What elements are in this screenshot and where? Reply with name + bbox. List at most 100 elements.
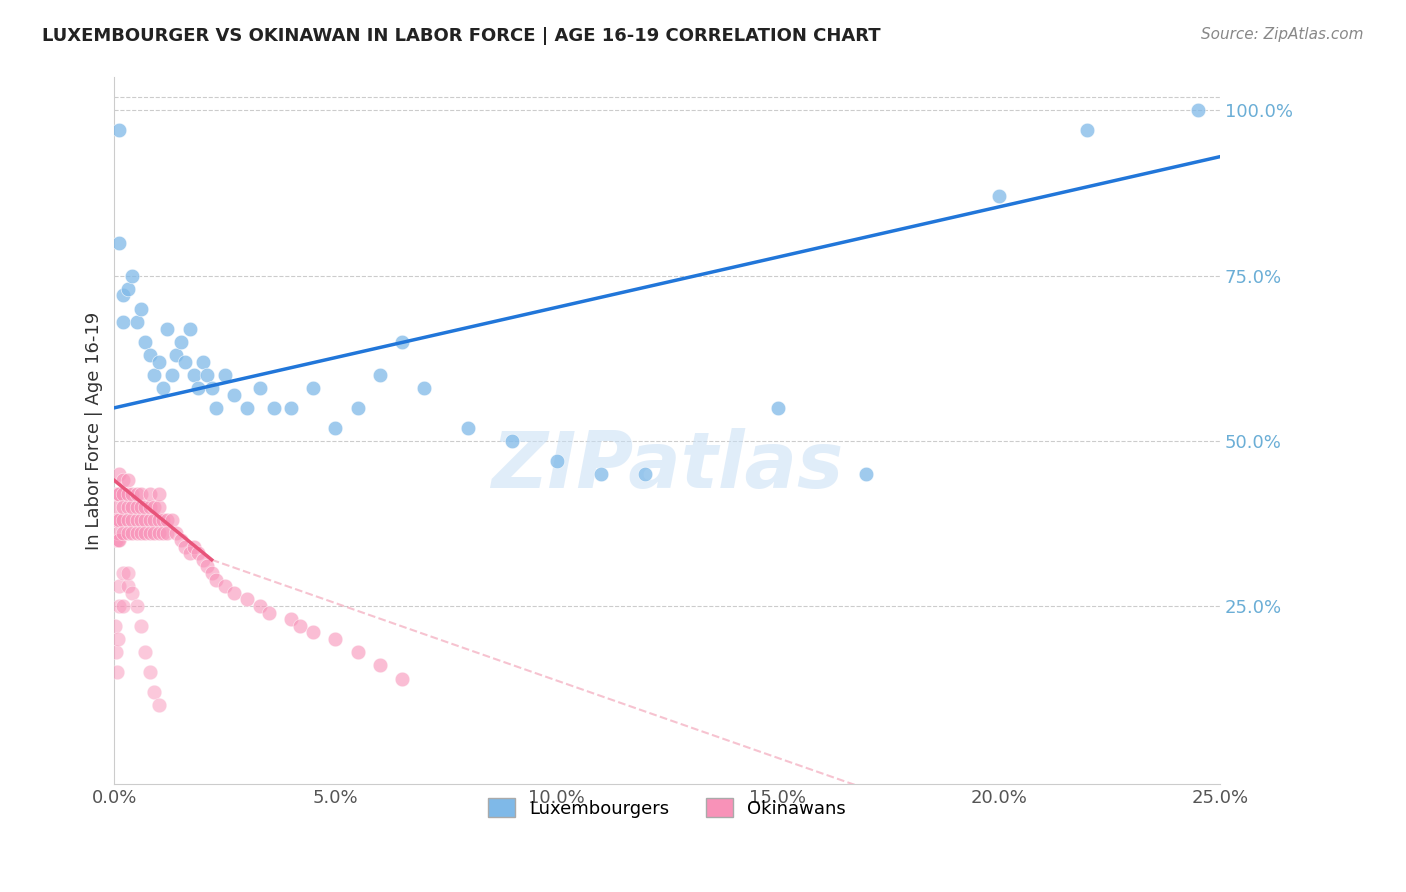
Point	[108, 235, 131, 250]
Point	[148, 513, 170, 527]
Point	[165, 348, 187, 362]
Point	[183, 540, 205, 554]
Legend: Luxembourgers, Okinawans: Luxembourgers, Okinawans	[481, 791, 853, 825]
Point	[117, 513, 139, 527]
Point	[134, 500, 156, 514]
Point	[121, 268, 143, 283]
Point	[112, 315, 135, 329]
Point	[139, 500, 162, 514]
Point	[139, 348, 162, 362]
Point	[108, 467, 131, 481]
Point	[143, 526, 166, 541]
Point	[368, 368, 391, 382]
Point	[143, 685, 166, 699]
Point	[112, 500, 135, 514]
Point	[117, 282, 139, 296]
Point	[160, 513, 183, 527]
Point	[139, 513, 162, 527]
Point	[139, 526, 162, 541]
Point	[105, 665, 128, 679]
Point	[346, 645, 368, 659]
Point	[129, 513, 152, 527]
Point	[457, 420, 479, 434]
Point	[263, 401, 285, 415]
Point	[104, 645, 127, 659]
Point	[112, 526, 135, 541]
Point	[249, 599, 271, 613]
Point	[121, 486, 143, 500]
Point	[236, 401, 259, 415]
Point	[112, 474, 135, 488]
Point	[117, 579, 139, 593]
Point	[152, 513, 174, 527]
Point	[117, 526, 139, 541]
Point	[205, 401, 228, 415]
Point	[187, 381, 209, 395]
Point	[129, 526, 152, 541]
Point	[1076, 123, 1098, 137]
Point	[214, 579, 236, 593]
Point	[152, 381, 174, 395]
Point	[117, 474, 139, 488]
Point	[105, 500, 128, 514]
Point	[174, 354, 197, 368]
Point	[107, 632, 129, 646]
Point	[139, 665, 162, 679]
Point	[108, 123, 131, 137]
Point	[125, 513, 148, 527]
Point	[125, 526, 148, 541]
Point	[766, 401, 789, 415]
Point	[108, 513, 131, 527]
Text: ZIPatlas: ZIPatlas	[491, 428, 844, 504]
Point	[325, 632, 347, 646]
Point	[987, 189, 1010, 203]
Point	[302, 381, 325, 395]
Point	[117, 566, 139, 580]
Point	[121, 513, 143, 527]
Point	[125, 500, 148, 514]
Point	[183, 368, 205, 382]
Point	[108, 579, 131, 593]
Point	[148, 486, 170, 500]
Point	[112, 486, 135, 500]
Point	[105, 513, 128, 527]
Point	[236, 592, 259, 607]
Point	[148, 500, 170, 514]
Point	[191, 553, 214, 567]
Text: Source: ZipAtlas.com: Source: ZipAtlas.com	[1201, 27, 1364, 42]
Point	[108, 533, 131, 547]
Point	[222, 387, 245, 401]
Point	[152, 526, 174, 541]
Point	[501, 434, 523, 448]
Point	[148, 698, 170, 713]
Point	[288, 619, 311, 633]
Point	[412, 381, 434, 395]
Point	[105, 533, 128, 547]
Point	[125, 486, 148, 500]
Point	[104, 619, 127, 633]
Point	[174, 540, 197, 554]
Point	[125, 315, 148, 329]
Text: LUXEMBOURGER VS OKINAWAN IN LABOR FORCE | AGE 16-19 CORRELATION CHART: LUXEMBOURGER VS OKINAWAN IN LABOR FORCE …	[42, 27, 880, 45]
Point	[129, 301, 152, 316]
Point	[129, 500, 152, 514]
Point	[112, 513, 135, 527]
Point	[191, 354, 214, 368]
Point	[280, 612, 302, 626]
Point	[156, 321, 179, 335]
Point	[201, 566, 224, 580]
Point	[121, 500, 143, 514]
Point	[117, 486, 139, 500]
Point	[325, 420, 347, 434]
Point	[134, 334, 156, 349]
Point	[368, 658, 391, 673]
Point	[134, 526, 156, 541]
Point	[139, 486, 162, 500]
Point	[129, 619, 152, 633]
Point	[195, 559, 218, 574]
Point	[195, 368, 218, 382]
Point	[302, 625, 325, 640]
Point	[134, 645, 156, 659]
Point	[148, 526, 170, 541]
Point	[170, 533, 193, 547]
